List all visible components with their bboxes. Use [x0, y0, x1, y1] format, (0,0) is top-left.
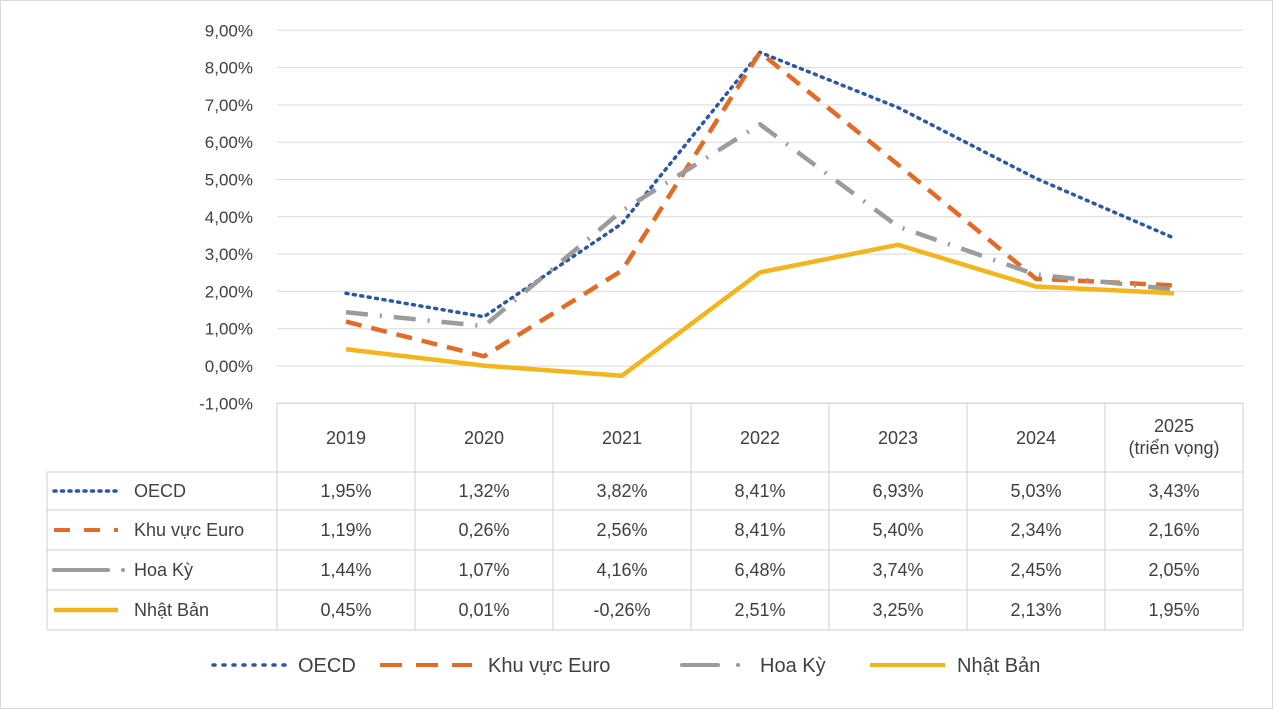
table-cell-value: 3,82% [596, 481, 647, 501]
data-table: 2019 2020 2021 2022 2023 2024 2025(triển vọng)… [46, 402, 1244, 631]
legend-label: Khu vực Euro [488, 655, 610, 677]
table-legend-key-dot [121, 568, 125, 572]
table-cell-value: -0,26% [593, 600, 650, 620]
table-cell-value: 1,95% [1148, 600, 1199, 620]
table-cell-value: 2,16% [1148, 520, 1199, 540]
table-header-year: 2021 [602, 428, 642, 448]
series-line-3 [345, 242, 1175, 378]
table-cell-value: 0,45% [320, 600, 371, 620]
table-header-year: (triển vọng) [1128, 438, 1219, 458]
table-cell-value: 2,45% [1010, 560, 1061, 580]
series-line-2 [345, 122, 1175, 329]
table-header-year: 2025 [1154, 416, 1194, 436]
y-tick-label: 6,00% [205, 133, 253, 152]
y-tick-label: 4,00% [205, 208, 253, 227]
series-line-1 [345, 50, 1175, 359]
table-cell-value: 0,26% [458, 520, 509, 540]
y-tick-label: 5,00% [205, 171, 253, 190]
legend-label: Nhật Bản [957, 655, 1040, 677]
table-cell-value: 1,44% [320, 560, 371, 580]
table-header-year: 2024 [1016, 428, 1056, 448]
table-cell-value: 3,25% [872, 600, 923, 620]
table-cell-value: 2,56% [596, 520, 647, 540]
table-cell-value: 2,05% [1148, 560, 1199, 580]
table-series-name: OECD [134, 481, 186, 501]
series-lines [344, 50, 1176, 378]
table-cell-value: 2,34% [1010, 520, 1061, 540]
y-tick-label: 3,00% [205, 245, 253, 264]
table-cell-value: 5,40% [872, 520, 923, 540]
table-cell-value: 8,41% [734, 520, 785, 540]
table-series-name: Khu vực Euro [134, 520, 244, 540]
table-cell-value: 1,95% [320, 481, 371, 501]
legend-key-dot [736, 663, 740, 667]
table-cell-value: 1,19% [320, 520, 371, 540]
table-cell-value: 6,48% [734, 560, 785, 580]
table-cell-value: 6,93% [872, 481, 923, 501]
table-cell-value: 5,03% [1010, 481, 1061, 501]
series-line-0 [344, 50, 1176, 319]
table-cell-value: 2,51% [734, 600, 785, 620]
table-header-year: 2022 [740, 428, 780, 448]
table-cell-value: 1,07% [458, 560, 509, 580]
table-header-year: 2020 [464, 428, 504, 448]
table-header-year: 2023 [878, 428, 918, 448]
table-header-year: 2019 [326, 428, 366, 448]
legend-label: Hoa Kỳ [760, 655, 826, 677]
y-tick-label: 2,00% [205, 282, 253, 301]
legend: OECD Khu vực Euro Hoa Kỳ Nhật Bản [211, 655, 1040, 677]
y-tick-label: 8,00% [205, 59, 253, 78]
y-tick-label: 9,00% [205, 21, 253, 40]
y-tick-label: -1,00% [199, 394, 253, 413]
table-series-name: Nhật Bản [134, 600, 209, 620]
table-cell-value: 2,13% [1010, 600, 1061, 620]
legend-label: OECD [298, 655, 356, 677]
table-series-name: Hoa Kỳ [134, 560, 193, 580]
table-cell-value: 0,01% [458, 600, 509, 620]
table-cell-value: 3,74% [872, 560, 923, 580]
y-tick-label: 0,00% [205, 357, 253, 376]
table-cell-value: 1,32% [458, 481, 509, 501]
y-tick-label: 1,00% [205, 320, 253, 339]
y-tick-label: 7,00% [205, 96, 253, 115]
table-cell-value: 8,41% [734, 481, 785, 501]
table-cell-value: 3,43% [1148, 481, 1199, 501]
table-cell-value: 4,16% [596, 560, 647, 580]
